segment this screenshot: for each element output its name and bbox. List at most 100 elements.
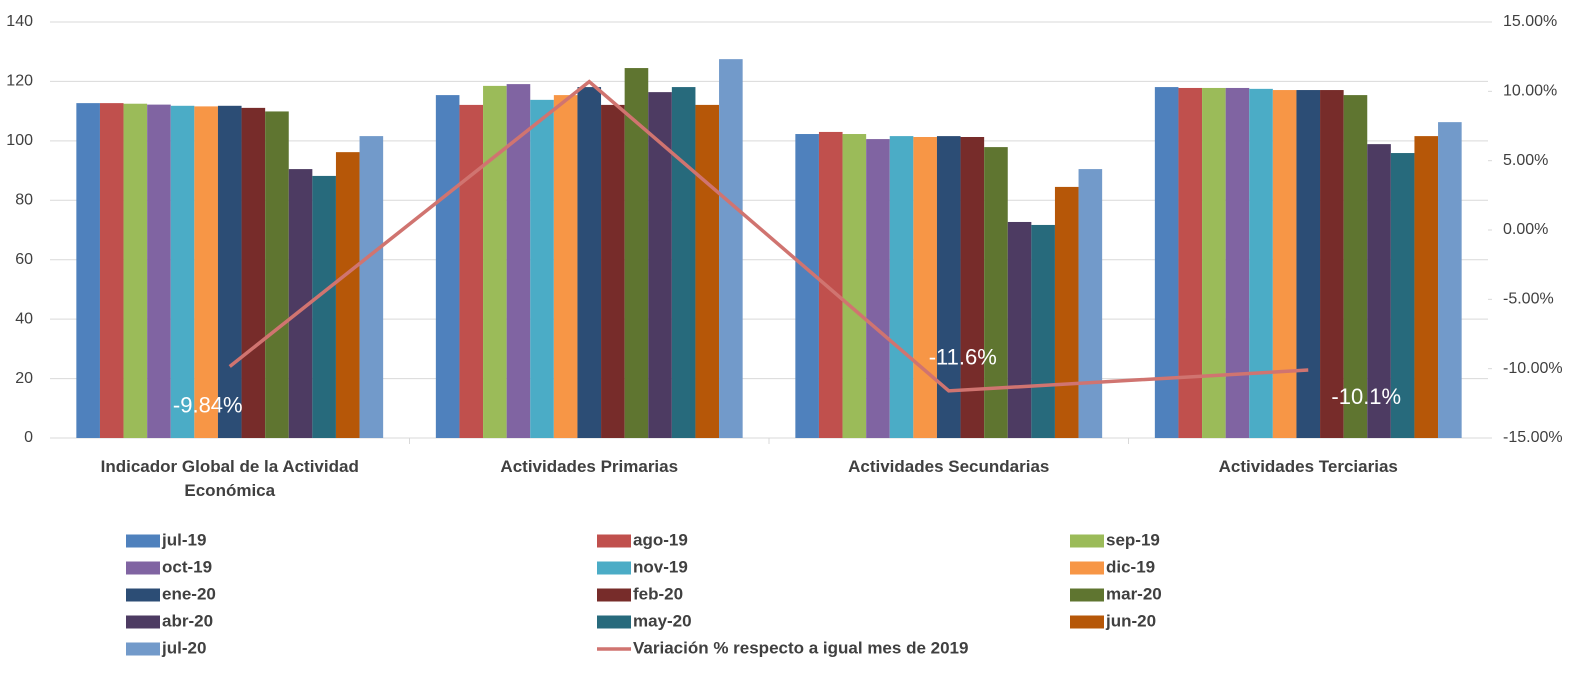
bar xyxy=(1390,153,1415,439)
bar xyxy=(1225,87,1250,439)
bar xyxy=(1078,169,1103,439)
legend-label: nov-19 xyxy=(633,557,688,576)
bar xyxy=(217,105,242,439)
bar xyxy=(936,136,961,439)
legend-label: oct-19 xyxy=(162,557,212,576)
legend-swatch xyxy=(1070,588,1104,602)
x-tick-label: Actividades Secundarias xyxy=(848,457,1050,476)
bar xyxy=(1031,224,1055,438)
bar xyxy=(553,95,578,439)
legend-label: may-20 xyxy=(633,611,692,630)
legend-label: jul-19 xyxy=(161,530,206,549)
data-label: -11.6% xyxy=(929,345,997,370)
bar xyxy=(147,104,171,438)
bar xyxy=(648,92,672,438)
x-tick-label: Indicador Global de la Actividad Económi… xyxy=(100,457,359,500)
bar xyxy=(1178,87,1203,439)
bar xyxy=(170,105,195,439)
bar xyxy=(984,147,1008,438)
y2-tick-label: -15.00% xyxy=(1503,429,1563,446)
bar xyxy=(1343,95,1368,439)
legend-label: sep-19 xyxy=(1106,530,1160,549)
bar xyxy=(1249,88,1273,438)
legend-swatch xyxy=(597,588,631,602)
bar xyxy=(530,99,554,438)
legend-label: ene-20 xyxy=(162,584,216,603)
bar xyxy=(795,134,819,438)
legend-label: abr-20 xyxy=(162,611,213,630)
bar xyxy=(435,95,460,439)
y-tick-label: 80 xyxy=(15,192,33,209)
bar xyxy=(288,169,313,439)
bar xyxy=(312,175,336,439)
bar xyxy=(506,84,531,439)
bar xyxy=(1272,90,1297,438)
data-label: -9.84% xyxy=(173,392,243,417)
bar xyxy=(1438,122,1462,438)
y-tick-label: 140 xyxy=(6,13,33,30)
bar xyxy=(671,87,696,439)
legend-label: jun-20 xyxy=(1105,611,1156,630)
legend-swatch xyxy=(597,615,631,629)
legend-swatch xyxy=(1070,561,1104,575)
bar xyxy=(1054,186,1079,438)
bar xyxy=(265,111,289,438)
bar xyxy=(483,85,507,438)
y2-tick-label: -10.00% xyxy=(1503,360,1563,377)
bar xyxy=(913,136,937,438)
y-tick-label: 120 xyxy=(6,73,33,90)
legend-label: mar-20 xyxy=(1106,584,1162,603)
y-tick-label: 0 xyxy=(24,429,33,446)
bar xyxy=(624,68,649,439)
bar xyxy=(719,59,743,439)
bar xyxy=(359,136,384,439)
bar xyxy=(1007,221,1032,438)
y2-tick-label: 5.00% xyxy=(1503,152,1548,169)
bar xyxy=(123,103,148,438)
bar xyxy=(1154,87,1179,439)
bar xyxy=(459,104,484,438)
y2-tick-label: 15.00% xyxy=(1503,13,1557,30)
y-tick-label: 100 xyxy=(6,132,33,149)
legend-swatch xyxy=(1070,615,1104,629)
y-tick-label: 60 xyxy=(15,251,33,268)
x-tick-label: Actividades Terciarias xyxy=(1218,457,1398,476)
y-tick-label: 20 xyxy=(15,370,33,387)
x-tick-label: Actividades Primarias xyxy=(500,457,679,476)
legend-label: feb-20 xyxy=(633,584,683,603)
bar xyxy=(1414,136,1439,439)
legend-swatch xyxy=(597,534,631,548)
bar xyxy=(842,134,867,438)
line-series xyxy=(228,79,1309,393)
legend-swatch xyxy=(126,534,160,548)
legend-label: jul-20 xyxy=(161,638,206,657)
legend-label: dic-19 xyxy=(1106,557,1155,576)
y2-tick-label: 10.00% xyxy=(1503,83,1557,100)
legend-swatch xyxy=(126,615,160,629)
bar xyxy=(695,104,720,438)
legend-swatch xyxy=(1070,534,1104,548)
bar xyxy=(1296,90,1321,438)
y-tick-label: 40 xyxy=(15,310,33,327)
bar xyxy=(335,152,360,439)
bar xyxy=(960,136,985,438)
data-label: 10.7% xyxy=(564,19,626,44)
bar xyxy=(99,103,124,439)
y2-tick-label: 0.00% xyxy=(1503,221,1548,238)
bar xyxy=(1320,90,1344,438)
y2-tick-label: -5.00% xyxy=(1503,291,1554,308)
bar xyxy=(866,139,890,438)
bar xyxy=(1202,87,1226,439)
bar xyxy=(601,104,625,438)
bar xyxy=(889,136,914,439)
legend-swatch xyxy=(126,588,160,602)
bar xyxy=(76,103,100,439)
legend-swatch xyxy=(126,561,160,575)
legend-label: ago-19 xyxy=(633,530,688,549)
legend-swatch xyxy=(126,642,160,656)
bar xyxy=(818,131,843,438)
legend-label: Variación % respecto a igual mes de 2019 xyxy=(633,638,968,657)
bar xyxy=(577,87,602,439)
